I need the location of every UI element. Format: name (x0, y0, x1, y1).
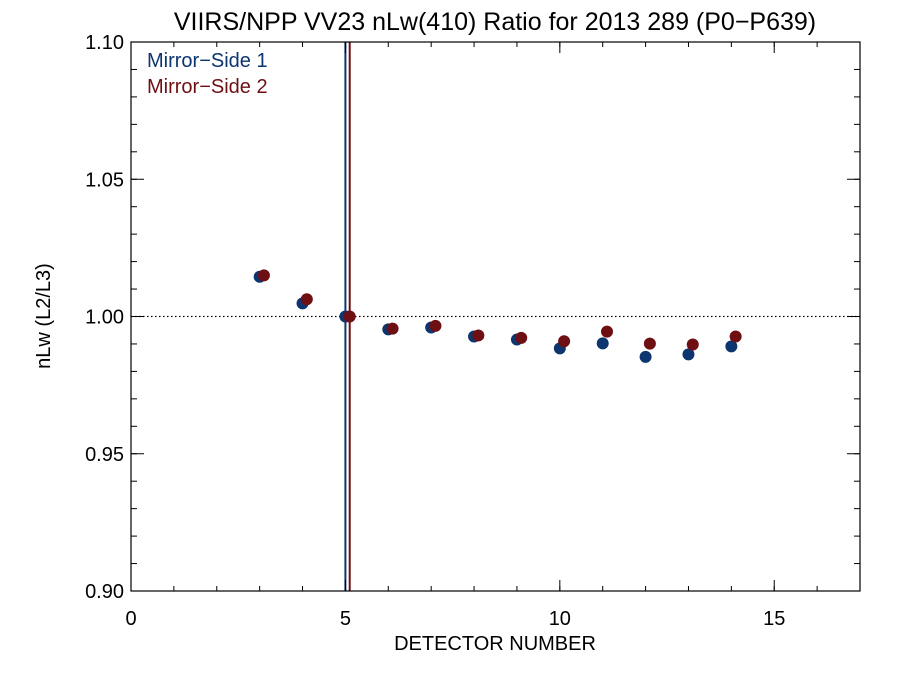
reference-lines (131, 42, 860, 591)
data-point-series-1 (639, 350, 652, 363)
data-point-series-1 (596, 337, 609, 350)
data-point-series-2 (472, 329, 485, 342)
data-point-series-1 (725, 340, 738, 353)
data-point-series-2 (343, 310, 356, 323)
y-tick-label: 0.95 (85, 444, 124, 466)
data-point-series-2 (600, 325, 613, 338)
data-point-series-2 (300, 293, 313, 306)
data-point-series-2 (686, 338, 699, 351)
data-points (253, 269, 742, 363)
data-point-series-2 (729, 330, 742, 343)
x-tick-label: 0 (125, 608, 136, 630)
y-axis-label: nLw (L2/L3) (33, 263, 55, 369)
x-tick-label: 15 (763, 608, 785, 630)
data-point-series-2 (257, 269, 270, 282)
x-axis-label: DETECTOR NUMBER (394, 633, 596, 655)
data-point-series-2 (386, 322, 399, 335)
x-tick-label: 5 (340, 608, 351, 630)
tick-labels: 0 5 10 15 0.90 0.95 1.00 1.05 1.10 (85, 32, 785, 630)
y-tick-label: 1.10 (85, 32, 124, 54)
legend: Mirror−Side 1 Mirror−Side 2 (147, 50, 268, 98)
data-point-series-2 (429, 319, 442, 332)
y-tick-label: 1.05 (85, 169, 124, 191)
x-tick-label: 10 (549, 608, 571, 630)
legend-entry-series-1: Mirror−Side 1 (147, 50, 268, 72)
legend-entry-series-2: Mirror−Side 2 (147, 76, 268, 98)
chart-title: VIIRS/NPP VV23 nLw(410) Ratio for 2013 2… (174, 8, 816, 36)
data-point-series-2 (515, 331, 528, 344)
y-tick-label: 0.90 (85, 581, 124, 603)
data-point-series-1 (682, 348, 695, 361)
plot-frame (130, 41, 861, 592)
y-tick-label: 1.00 (85, 307, 124, 329)
data-point-series-2 (558, 335, 571, 348)
data-point-series-2 (643, 337, 656, 350)
